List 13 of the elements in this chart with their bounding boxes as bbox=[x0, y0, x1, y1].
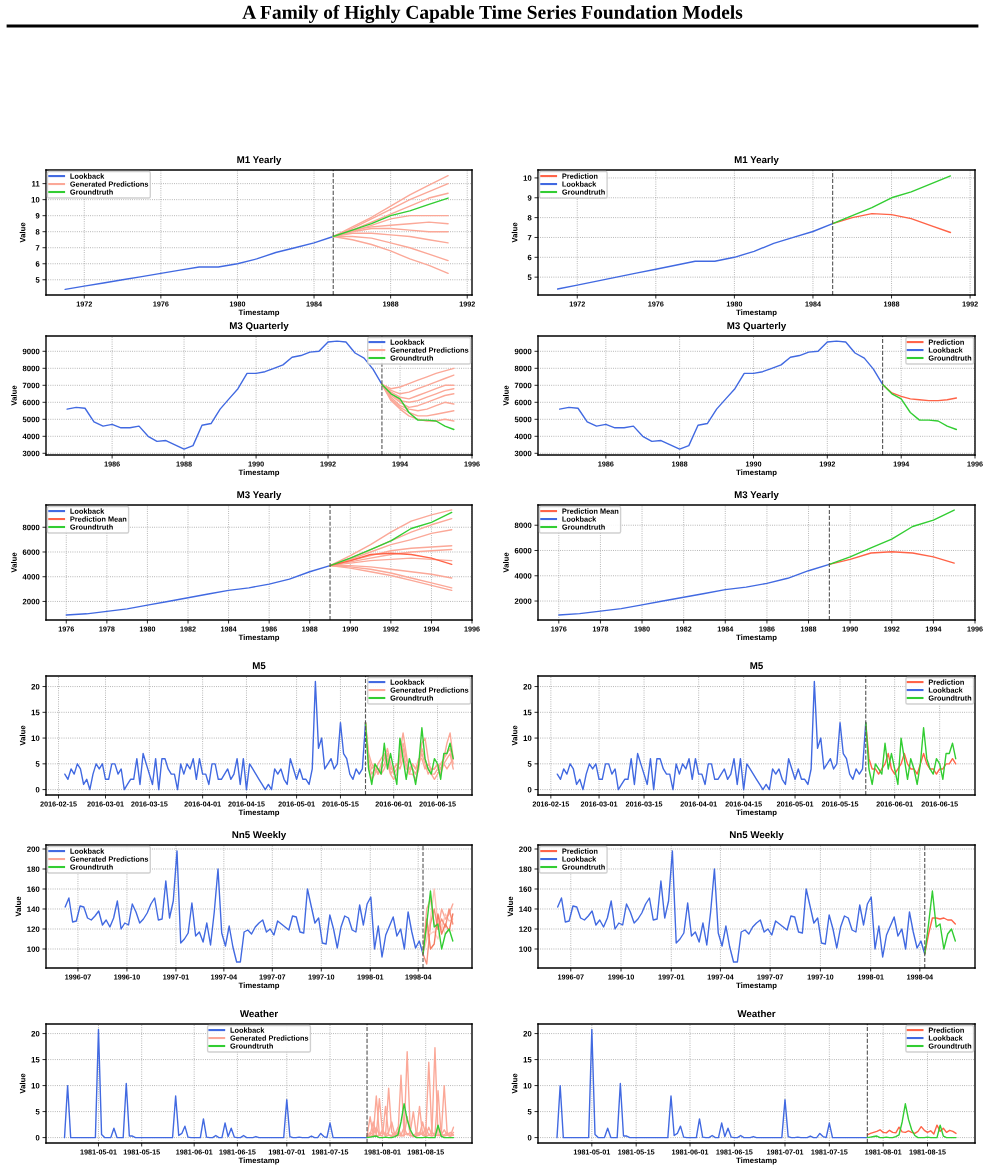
chart-title: M3 Quarterly bbox=[229, 322, 289, 332]
chart-title: M3 Quarterly bbox=[727, 322, 787, 332]
chart-title: Nn5 Weekly bbox=[729, 831, 784, 841]
chart-title: M5 bbox=[750, 662, 763, 670]
text: A Family of Highly Capable Time Series Foundation Models bbox=[242, 5, 743, 23]
chart-title: M3 Yearly bbox=[734, 491, 779, 501]
chart-title: M3 Yearly bbox=[237, 491, 282, 501]
chart-title: M1 Yearly bbox=[237, 156, 282, 166]
chart-title: M1 Yearly bbox=[734, 156, 779, 166]
chart-title: Weather bbox=[239, 1010, 278, 1018]
chart-title: M5 bbox=[252, 662, 266, 670]
chart-title: Nn5 Weekly bbox=[232, 831, 287, 841]
chart-title: Weather bbox=[737, 1010, 776, 1018]
